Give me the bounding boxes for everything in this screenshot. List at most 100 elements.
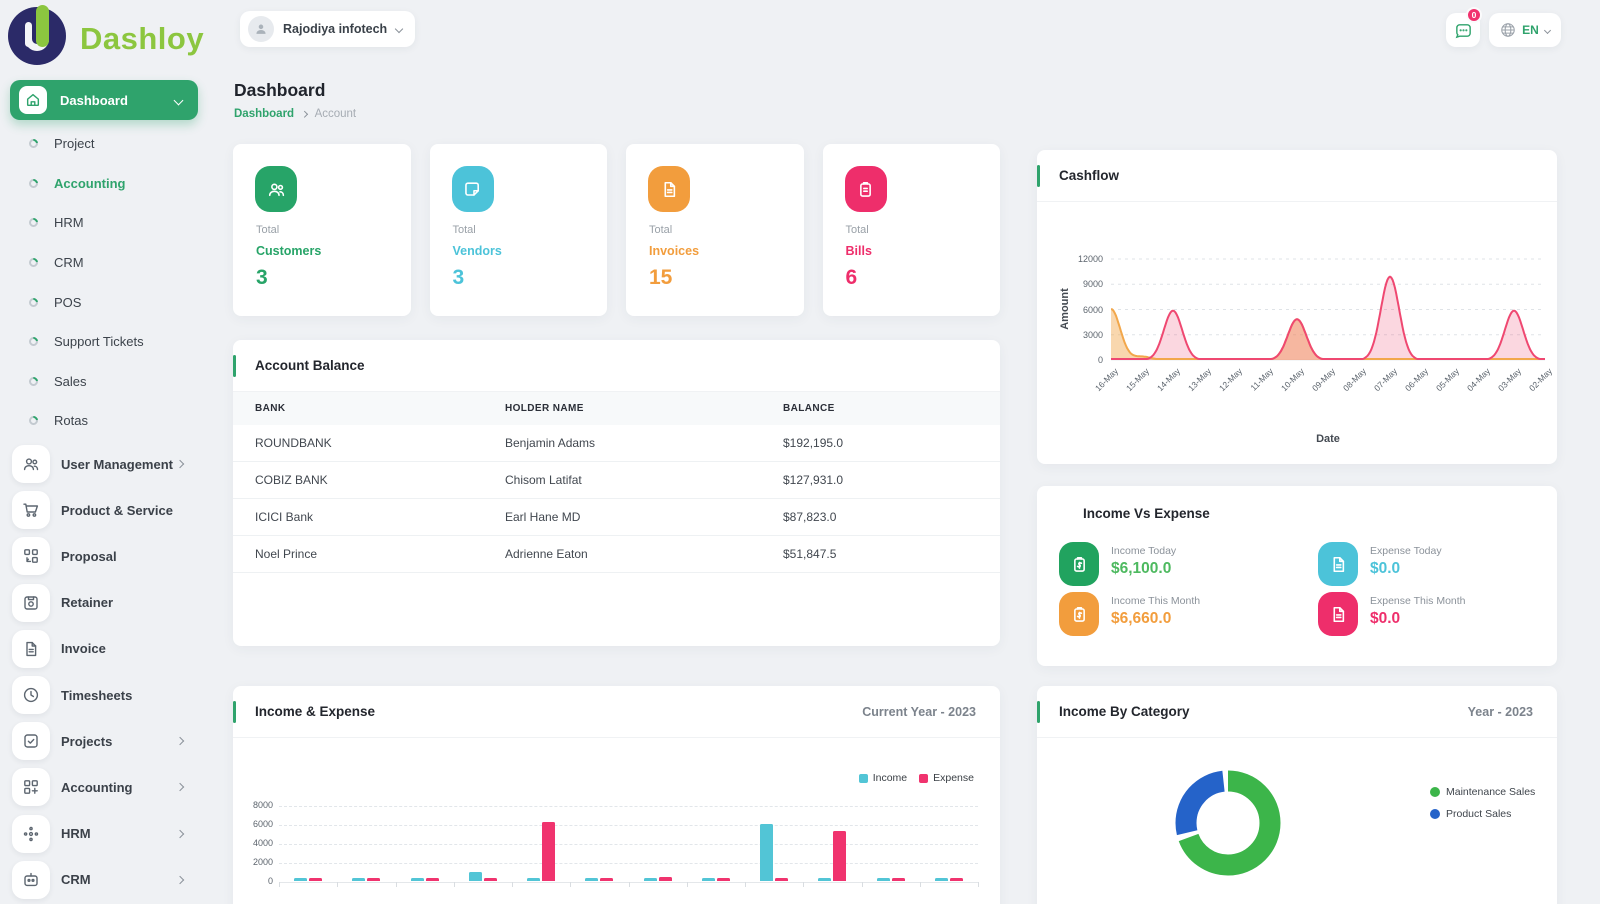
card-title: Income Vs Expense (1083, 506, 1210, 521)
metric-expense-this-month: Expense This Month $0.0 (1318, 592, 1466, 636)
table-row: ICICI Bank Earl Hane MD $87,823.0 (233, 499, 1000, 536)
gridline (279, 825, 978, 826)
account-balance-card: Account Balance BANK HOLDER NAME BALANCE R… (233, 340, 1000, 646)
bar-expense (891, 878, 905, 881)
brand-name: Dashloy (80, 21, 205, 56)
gridline (279, 806, 978, 807)
sidebar-item-product-service[interactable]: Product & Service (0, 487, 212, 533)
x-tick-label: 16-May (1092, 366, 1121, 394)
sidebar-subitem-project[interactable]: Project (0, 124, 212, 164)
chart-period: Current Year - 2023 (862, 704, 976, 719)
chart-legend: Income Expense (858, 772, 974, 784)
bar-expense (716, 878, 730, 881)
legend-label: Product Sales (1446, 808, 1512, 820)
home-icon (19, 86, 47, 114)
axis-tick (512, 882, 513, 887)
bar-expense (367, 878, 381, 881)
breadcrumb-dashboard[interactable]: Dashboard (234, 108, 295, 120)
users-icon (12, 445, 50, 484)
table-cell: $192,195.0 (783, 436, 844, 450)
table-cell: ICICI Bank (255, 510, 314, 524)
x-tick-label: 13-May (1185, 366, 1214, 394)
legend-swatch (1430, 809, 1440, 819)
bar-expense (833, 831, 847, 881)
sidebar-item-accounting[interactable]: Accounting (0, 764, 212, 810)
column-header-balance: BALANCE (783, 403, 835, 414)
sidebar-item-label: Accounting (61, 779, 133, 795)
bar-expense (309, 878, 323, 881)
legend-item-maintenance-sales: Maintenance Sales (1430, 786, 1535, 798)
table-cell: $51,847.5 (783, 547, 837, 561)
sidebar-item-hrm[interactable]: HRM (0, 811, 212, 857)
bar-chart (233, 686, 1000, 881)
note-icon (451, 166, 494, 212)
y-tick-label: 0 (267, 876, 273, 886)
sidebar-item-dashboard[interactable]: Dashboard (10, 80, 198, 120)
card-title: Account Balance (255, 358, 365, 373)
bar-expense (600, 878, 614, 881)
sidebar-item-proposal[interactable]: Proposal (0, 533, 212, 579)
sidebar-subitem-accounting[interactable]: Accounting (0, 164, 212, 204)
table-cell: Benjamin Adams (505, 436, 596, 450)
sidebar-subitem-label: Support Tickets (54, 334, 144, 350)
sidebar-item-user-management[interactable]: User Management (0, 441, 212, 487)
stat-label: Vendors (452, 244, 502, 258)
axis-tick (686, 882, 688, 887)
stat-value: 15 (649, 266, 673, 289)
sidebar-subitem-sales[interactable]: Sales (0, 362, 212, 402)
retainer-icon (12, 583, 50, 622)
income-vs-expense-card: Income Vs Expense Income Today $6,100.0 Ex… (1037, 486, 1557, 666)
legend-swatch (858, 773, 868, 783)
metric-income-today: Income Today $6,100.0 (1059, 542, 1176, 586)
language-code: EN (1522, 23, 1539, 37)
bar-income (352, 878, 366, 881)
legend-label: Maintenance Sales (1446, 786, 1536, 798)
crm-icon (12, 860, 50, 899)
sidebar-item-crm[interactable]: CRM (0, 857, 212, 903)
sidebar-item-projects[interactable]: Projects (0, 718, 212, 764)
sidebar-subitem-label: Rotas (54, 413, 88, 429)
page-title: Dashboard (234, 80, 326, 100)
income-by-category-card: Income By Category Year - 2023 Maintenan… (1037, 686, 1557, 904)
stat-caption: Total (256, 224, 280, 236)
chevron-down-icon (394, 24, 404, 34)
axis-tick (337, 882, 339, 887)
metric-income-this-month: Income This Month $6,660.0 (1059, 592, 1200, 636)
sidebar-item-label: Proposal (61, 548, 117, 564)
sidebar-item-invoice[interactable]: Invoice (0, 626, 212, 672)
axis-tick (919, 882, 921, 887)
cashflow-card: Cashflow 12000 9000 6000 3000 0 16-May 15-May… (1037, 150, 1557, 464)
x-tick-label: 12-May (1216, 366, 1245, 394)
sidebar-item-retainer[interactable]: Retainer (0, 580, 212, 626)
projects-icon (12, 722, 50, 761)
hrm-icon (12, 814, 50, 853)
stat-card-invoices: Total Invoices 15 (626, 144, 804, 316)
table-cell: Earl Hane MD (505, 510, 581, 524)
sidebar-item-label: Invoice (61, 641, 106, 657)
x-tick-label: 06-May (1402, 366, 1431, 394)
sidebar-subitem-crm[interactable]: CRM (0, 243, 212, 283)
chevron-right-icon (175, 459, 185, 469)
table-cell: Adrienne Eaton (505, 547, 588, 561)
sidebar-subitem-rotas[interactable]: Rotas (0, 401, 212, 441)
income-expense-chart-card: Income & Expense Current Year - 2023 Inc… (233, 686, 1000, 904)
sidebar-subitem-pos[interactable]: POS (0, 282, 212, 322)
table-row: ROUNDBANK Benjamin Adams $192,195.0 (233, 425, 1000, 462)
sidebar-subitem-hrm[interactable]: HRM (0, 203, 212, 243)
bar-expense (483, 878, 497, 881)
language-selector[interactable]: EN (1489, 13, 1561, 47)
logo-icon (8, 5, 66, 65)
sidebar-item-timesheets[interactable]: Timesheets (0, 672, 212, 718)
stat-caption: Total (845, 224, 869, 236)
company-selector[interactable]: Rajodiya infotech (240, 11, 416, 47)
messages-button[interactable]: 0 (1446, 7, 1482, 47)
x-tick-label: 09-May (1309, 366, 1338, 394)
avatar (248, 16, 274, 42)
sidebar-subitem-support-tickets[interactable]: Support Tickets (0, 322, 212, 362)
x-tick-label: 15-May (1123, 366, 1152, 394)
column-header-bank: BANK (255, 403, 286, 414)
table-cell: $87,823.0 (783, 510, 837, 524)
stat-label: Customers (256, 244, 322, 258)
gridline (279, 863, 978, 864)
sidebar-submenu: Project Accounting HRM CRM POS Support Ticket… (0, 124, 212, 441)
